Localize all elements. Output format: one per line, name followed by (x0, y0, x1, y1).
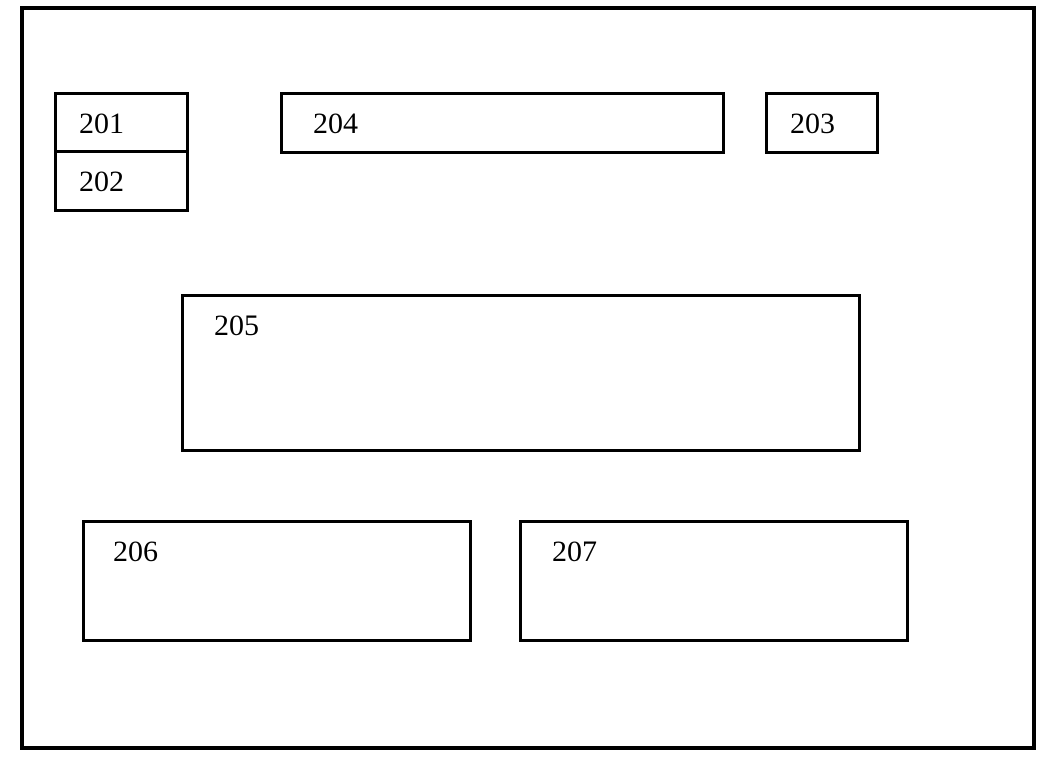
block-201: 201 (54, 92, 189, 154)
block-201-label: 201 (79, 107, 124, 140)
block-204: 204 (280, 92, 725, 154)
block-207-label: 207 (552, 535, 597, 568)
block-203: 203 (765, 92, 879, 154)
block-207: 207 (519, 520, 909, 642)
block-206: 206 (82, 520, 472, 642)
block-206-label: 206 (113, 535, 158, 568)
block-205: 205 (181, 294, 861, 452)
block-202-label: 202 (79, 165, 124, 198)
block-203-label: 203 (790, 107, 835, 140)
block-204-label: 204 (313, 107, 358, 140)
block-202: 202 (54, 150, 189, 212)
block-205-label: 205 (214, 309, 259, 342)
